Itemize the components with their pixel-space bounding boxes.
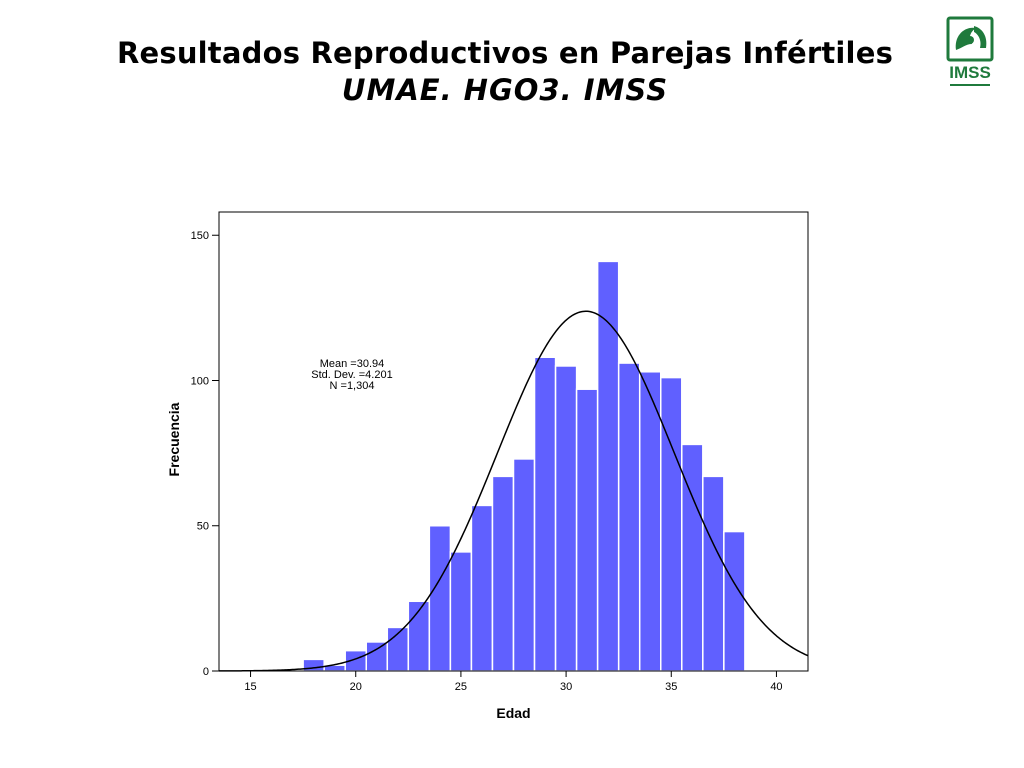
y-tick-label: 150	[191, 230, 209, 242]
histogram-bar	[512, 458, 536, 672]
logo-text: IMSS	[949, 63, 991, 82]
y-axis-title: Frecuencia	[166, 402, 182, 476]
plot-frame	[218, 211, 809, 672]
y-axis: 0 50 100 150	[191, 230, 219, 678]
x-tick-label: 15	[244, 681, 256, 693]
slide-title: Resultados Reproductivos en Parejas Infé…	[0, 34, 1010, 108]
imss-logo: IMSS	[946, 16, 994, 86]
histogram-bar	[638, 371, 662, 672]
histogram-bar	[491, 475, 515, 672]
x-tick-label: 35	[665, 681, 677, 693]
y-tick-label: 100	[191, 375, 209, 387]
x-axis: 15 20 25 30 35 40	[244, 671, 783, 693]
bars-group	[302, 260, 746, 672]
stats-line: N =1,304	[330, 380, 375, 392]
histogram-bar	[365, 641, 389, 672]
histogram-bar	[617, 362, 641, 672]
x-tick-label: 20	[350, 681, 362, 693]
title-main: Resultados Reproductivos en Parejas Infé…	[116, 36, 894, 70]
stats-line: Std. Dev. =4.201	[311, 369, 392, 381]
title-subtitle: UMAE. HGO3. IMSS	[341, 73, 669, 107]
x-axis-title: Edad	[496, 705, 530, 721]
histogram-bar	[428, 524, 452, 672]
histogram-bar	[660, 376, 683, 672]
histogram-bar	[449, 551, 473, 672]
histogram-bar	[554, 365, 578, 672]
histogram-bar	[533, 356, 557, 672]
histogram-bar	[470, 504, 494, 672]
histogram-bar	[575, 388, 599, 672]
y-tick-label: 0	[203, 666, 209, 678]
y-tick-label: 50	[197, 521, 209, 533]
stats-line: Mean =30.94	[320, 358, 385, 370]
histogram-bar	[723, 530, 746, 672]
x-tick-label: 40	[770, 681, 782, 693]
x-tick-label: 30	[560, 681, 572, 693]
normal-curve	[219, 310, 809, 672]
x-tick-label: 25	[455, 681, 467, 693]
histogram-bar	[702, 475, 725, 672]
